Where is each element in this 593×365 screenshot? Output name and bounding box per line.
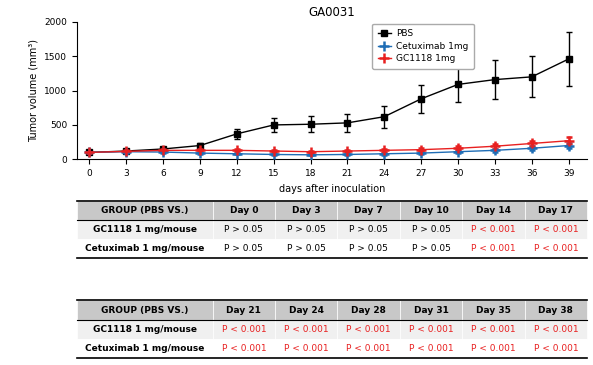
Bar [275, 339, 337, 358]
Bar [463, 339, 525, 358]
Text: P < 0.001: P < 0.001 [284, 344, 329, 353]
Bar [525, 220, 587, 239]
Text: GC1118 1 mg/mouse: GC1118 1 mg/mouse [93, 324, 197, 334]
Text: P < 0.001: P < 0.001 [222, 344, 266, 353]
Bar [275, 239, 337, 258]
Bar [213, 201, 275, 220]
Text: Day 14: Day 14 [476, 206, 511, 215]
Text: P < 0.001: P < 0.001 [471, 225, 516, 234]
Text: P < 0.001: P < 0.001 [471, 344, 516, 353]
Text: Day 31: Day 31 [414, 306, 448, 315]
Bar [337, 339, 400, 358]
Text: GROUP (PBS VS.): GROUP (PBS VS.) [101, 206, 189, 215]
Bar [275, 300, 337, 319]
Text: Day 28: Day 28 [351, 306, 386, 315]
Text: P > 0.05: P > 0.05 [224, 225, 263, 234]
Text: P < 0.001: P < 0.001 [534, 344, 578, 353]
Bar [400, 319, 463, 339]
Bar [275, 201, 337, 220]
Text: GC1118 1 mg/mouse: GC1118 1 mg/mouse [93, 225, 197, 234]
Bar [400, 220, 463, 239]
Text: P > 0.05: P > 0.05 [412, 225, 451, 234]
Bar [213, 300, 275, 319]
Bar [275, 319, 337, 339]
Bar [77, 339, 213, 358]
Text: P < 0.001: P < 0.001 [346, 344, 391, 353]
Text: GROUP (PBS VS.): GROUP (PBS VS.) [101, 306, 189, 315]
Text: Day 10: Day 10 [414, 206, 448, 215]
Bar [77, 239, 213, 258]
Legend: PBS, Cetuximab 1mg, GC1118 1mg: PBS, Cetuximab 1mg, GC1118 1mg [372, 24, 474, 69]
Text: P < 0.001: P < 0.001 [471, 245, 516, 253]
Bar [337, 220, 400, 239]
Y-axis label: Tumor volume (mm³): Tumor volume (mm³) [29, 39, 39, 142]
Bar [400, 300, 463, 319]
X-axis label: days after inoculation: days after inoculation [279, 184, 385, 193]
Bar [525, 239, 587, 258]
Bar [77, 300, 213, 319]
Bar [463, 319, 525, 339]
Bar [77, 319, 213, 339]
Bar [337, 239, 400, 258]
Text: Day 7: Day 7 [354, 206, 383, 215]
Bar [77, 220, 213, 239]
Text: Day 0: Day 0 [229, 206, 258, 215]
Title: GA0031: GA0031 [309, 6, 355, 19]
Text: P < 0.001: P < 0.001 [222, 324, 266, 334]
Bar [463, 239, 525, 258]
Bar [77, 201, 213, 220]
Bar [463, 220, 525, 239]
Text: P < 0.001: P < 0.001 [534, 245, 578, 253]
Text: P > 0.05: P > 0.05 [412, 245, 451, 253]
Text: P < 0.001: P < 0.001 [409, 344, 454, 353]
Bar [400, 339, 463, 358]
Bar [337, 300, 400, 319]
Text: Day 35: Day 35 [476, 306, 511, 315]
Text: P > 0.05: P > 0.05 [287, 225, 326, 234]
Bar [337, 201, 400, 220]
Bar [525, 201, 587, 220]
Bar [213, 239, 275, 258]
Text: P < 0.001: P < 0.001 [409, 324, 454, 334]
Text: Cetuximab 1 mg/mouse: Cetuximab 1 mg/mouse [85, 344, 205, 353]
Text: Cetuximab 1 mg/mouse: Cetuximab 1 mg/mouse [85, 245, 205, 253]
Text: Day 17: Day 17 [538, 206, 573, 215]
Bar [463, 300, 525, 319]
Bar [400, 201, 463, 220]
Text: Day 21: Day 21 [227, 306, 262, 315]
Text: P < 0.001: P < 0.001 [284, 324, 329, 334]
Bar [525, 319, 587, 339]
Text: P > 0.05: P > 0.05 [349, 225, 388, 234]
Text: P < 0.001: P < 0.001 [534, 225, 578, 234]
Text: Day 38: Day 38 [538, 306, 573, 315]
Bar [213, 319, 275, 339]
Bar [213, 339, 275, 358]
Bar [213, 220, 275, 239]
Text: P < 0.001: P < 0.001 [471, 324, 516, 334]
Bar [525, 339, 587, 358]
Bar [337, 319, 400, 339]
Text: Day 24: Day 24 [289, 306, 324, 315]
Bar [400, 239, 463, 258]
Text: P < 0.001: P < 0.001 [346, 324, 391, 334]
Text: Day 3: Day 3 [292, 206, 321, 215]
Bar [525, 300, 587, 319]
Text: P > 0.05: P > 0.05 [224, 245, 263, 253]
Bar [463, 201, 525, 220]
Text: P > 0.05: P > 0.05 [287, 245, 326, 253]
Bar [275, 220, 337, 239]
Text: P < 0.001: P < 0.001 [534, 324, 578, 334]
Text: P > 0.05: P > 0.05 [349, 245, 388, 253]
